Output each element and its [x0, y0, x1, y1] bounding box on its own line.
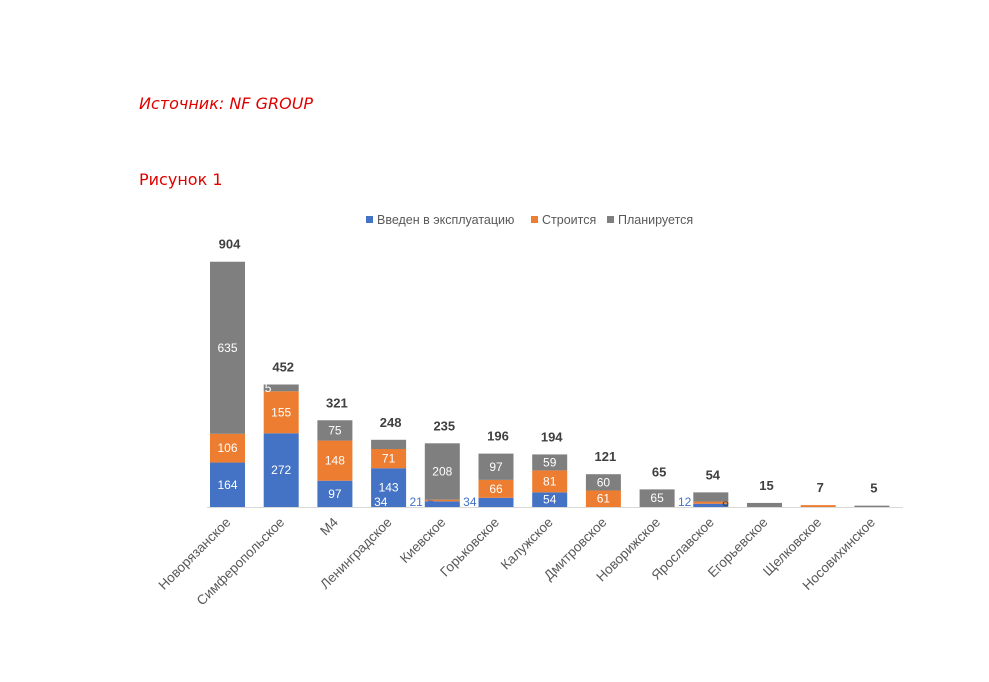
data-label: 21 [409, 495, 423, 509]
category-label: Киевское [397, 515, 448, 566]
data-label: 208 [432, 464, 452, 478]
data-label: 60 [597, 475, 611, 489]
bar-segment [693, 492, 729, 502]
data-label: 75 [328, 423, 342, 437]
total-label: 5 [870, 481, 877, 496]
data-label: 34 [463, 495, 477, 509]
bar-segment [693, 501, 729, 504]
data-label: 155 [271, 405, 291, 419]
data-label: 164 [217, 478, 237, 492]
bar-segment [263, 433, 299, 507]
data-label: 12 [678, 495, 692, 509]
data-label: 5 [265, 381, 272, 395]
bar-segment [371, 449, 407, 469]
bar-segment [532, 470, 568, 493]
total-label: 452 [272, 360, 294, 375]
total-label: 194 [541, 429, 563, 444]
data-label: 54 [543, 493, 557, 507]
data-label: 148 [325, 454, 345, 468]
bar-segment [478, 479, 514, 498]
data-label: 143 [379, 481, 399, 495]
category-label: Калужское [498, 515, 556, 573]
legend-label-1: Строится [542, 213, 596, 227]
total-label: 121 [595, 449, 617, 464]
data-label: 65 [650, 491, 664, 505]
source-note: Источник: NF GROUP [139, 94, 314, 113]
bar-segment [747, 502, 782, 507]
total-label: 54 [706, 467, 721, 482]
bar-segment [263, 384, 299, 392]
total-label: 7 [817, 480, 824, 495]
bar-segment [371, 439, 407, 450]
data-label: 635 [217, 341, 237, 355]
bar-segment [800, 505, 836, 507]
category-label: М4 [317, 514, 341, 538]
data-label: 272 [271, 463, 291, 477]
bar-segment [532, 492, 568, 507]
bar-segment [424, 499, 460, 502]
legend-swatch-2 [607, 216, 614, 223]
bar-segment [317, 440, 353, 481]
legend-label-2: Планируется [618, 213, 693, 227]
bar-segment [585, 490, 621, 507]
bar-segment [693, 503, 729, 507]
data-label: 81 [543, 474, 557, 488]
data-label: 106 [217, 441, 237, 455]
data-label: 34 [374, 495, 388, 509]
data-label: 97 [328, 487, 342, 501]
bar-segment [639, 489, 675, 507]
total-label: 248 [380, 415, 402, 430]
legend-swatch-0 [366, 216, 373, 223]
legend-swatch-1 [531, 216, 538, 223]
data-label: 6 [428, 495, 435, 509]
legend-label-0: Введен в эксплуатацию [377, 213, 514, 227]
figure-caption: Рисунок 1 [139, 170, 223, 189]
data-label: 59 [543, 455, 557, 469]
total-label: 321 [326, 395, 348, 410]
bar-segment [210, 261, 245, 434]
total-label: 904 [219, 237, 241, 252]
bar-segment [532, 454, 568, 471]
bar-segment [210, 462, 245, 507]
bar-segment [478, 497, 514, 507]
bar-segment [371, 468, 407, 507]
data-label: 97 [489, 460, 503, 474]
data-label: 61 [597, 492, 611, 506]
bar-segment [263, 391, 299, 434]
total-label: 65 [652, 464, 666, 479]
bar-segment [317, 480, 353, 507]
bar-segment [317, 420, 353, 441]
total-label: 235 [433, 418, 455, 433]
bar-segment [478, 453, 514, 480]
total-label: 15 [759, 478, 773, 493]
data-label: 71 [382, 452, 396, 466]
bar-segment [585, 474, 621, 491]
bar-segment [424, 501, 460, 507]
data-label: 8 [722, 495, 729, 509]
bar-segment [854, 505, 890, 507]
bar-segment [210, 433, 245, 463]
total-label: 196 [487, 429, 509, 444]
bar-segment [424, 443, 460, 500]
data-label: 66 [489, 482, 503, 496]
